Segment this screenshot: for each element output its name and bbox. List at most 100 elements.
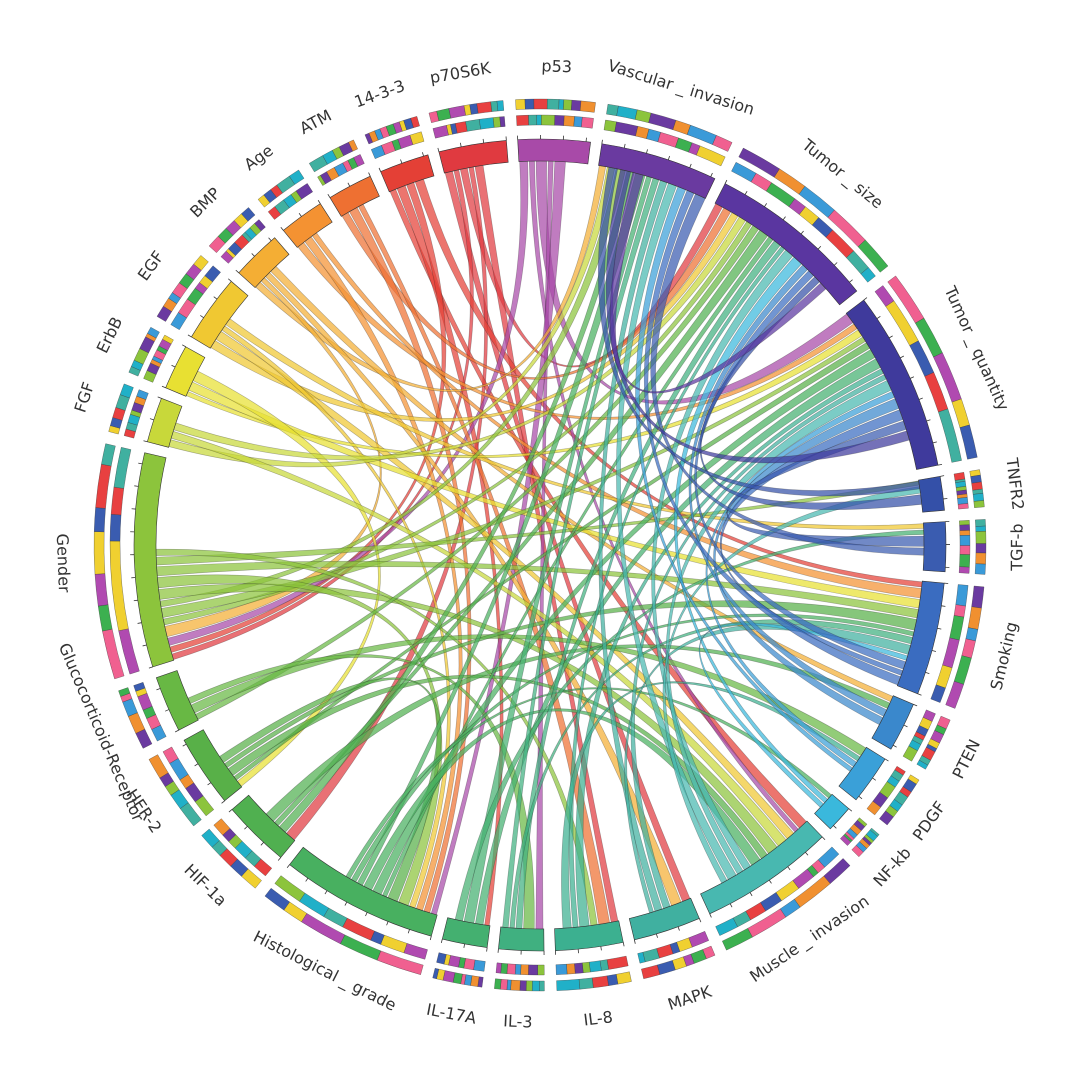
percent-bar-hif-1a-0-5	[213, 818, 231, 836]
tick-age-20	[317, 200, 321, 204]
segment-arc-tnfr2	[918, 475, 945, 513]
segment-label-age: Age	[240, 141, 276, 175]
percent-bar-pten-1-7	[916, 759, 929, 770]
percent-bar-fgf-0-6	[136, 389, 149, 400]
tick-histological-grade-20	[386, 921, 389, 926]
tick-gender-80	[134, 485, 139, 487]
percent-bar-il-17a-0-1	[463, 958, 476, 970]
percent-bar-p53-1-2	[533, 98, 548, 110]
segment-arc-pten	[871, 695, 914, 750]
percent-bar-14-3-3-0-4	[409, 131, 425, 145]
percent-bar-mapk-1-4	[657, 960, 676, 975]
percent-bar-tumor-quantity-0-4	[938, 408, 962, 463]
tick-histological-grade-50	[324, 890, 328, 895]
percent-bar-p53-1-3	[547, 98, 560, 110]
percent-bar-tumor-size-1-4	[857, 239, 889, 273]
tick-tumor-quantity-20	[889, 335, 893, 339]
tick-muscle-invasion-10	[805, 851, 809, 856]
segment-label-p53: p53	[541, 56, 572, 76]
percent-bar-histological-grade-0-6	[274, 875, 306, 902]
percent-bar-vascular-invasion-1-5	[686, 124, 717, 145]
ribbon-il-8-pdgf	[561, 681, 861, 929]
percent-bar-smoking-1-5	[945, 681, 964, 709]
percent-bar-mapk-1-5	[641, 964, 661, 979]
tick-hif-1a-10	[260, 842, 264, 846]
percent-bar-tumor-size-0-0	[731, 162, 757, 183]
percent-bar-p53-1-1	[524, 98, 535, 110]
tick-tumor-size-30	[782, 216, 786, 221]
tick-nf-kb-0	[848, 808, 853, 812]
tick-gender-90	[138, 462, 143, 465]
percent-bar-gender-0-4	[113, 447, 132, 489]
tick-vascular-invasion-20	[646, 149, 648, 154]
percent-bar-gender-0-2	[109, 514, 122, 542]
percent-bar-tgf-b-0-4	[959, 545, 971, 555]
percent-bar-tnfr2-0-7	[957, 503, 969, 510]
percent-bar-il-8-1-4	[556, 979, 581, 991]
percent-bar-p70s6k-0-7	[499, 116, 506, 128]
tick-muscle-invasion-50	[729, 903, 733, 908]
percent-bar-vascular-invasion-0-7	[696, 145, 726, 167]
percent-bar-il-3-1-6	[500, 979, 508, 990]
percent-bar-p70s6k-0-4	[465, 119, 481, 132]
percent-bar-egf-1-6	[193, 255, 209, 271]
segment-label-14-3-3: 14-3-3	[352, 76, 408, 111]
percent-bar-tumor-quantity-1-3	[951, 398, 970, 428]
segment-arc-age	[282, 203, 333, 248]
tick-bmp-10	[251, 253, 255, 257]
segment-label-gender: Gender	[53, 533, 74, 593]
tick-pten-20	[892, 744, 897, 748]
percent-bar-gender-1-1	[98, 604, 113, 632]
percent-bar-il-3-0-4	[506, 963, 516, 975]
tick-egf-10	[200, 315, 204, 318]
percent-bar-hif-1a-1-4	[201, 828, 220, 848]
segment-arc-mapk	[628, 897, 700, 941]
tick-vascular-invasion-50	[710, 172, 713, 177]
percent-bar-glucocorticoid-receptor-1-1	[128, 712, 145, 734]
percent-bar-gender-1-5	[95, 464, 112, 509]
segment-label-bmp: BMP	[186, 183, 224, 221]
percent-bar-vascular-invasion-0-1	[614, 121, 639, 137]
percent-bar-il-8-0-5	[566, 963, 576, 975]
tick-histological-grade-0	[429, 936, 432, 941]
tick-atm-20	[368, 172, 371, 177]
percent-bar-mapk-0-3	[656, 944, 674, 959]
tick-atm-10	[347, 182, 351, 187]
tick-muscle-invasion-40	[749, 892, 753, 897]
segment-label-il-8: IL-8	[582, 1007, 613, 1029]
percent-bar-tgf-b-0-5	[959, 554, 971, 568]
percent-bar-age-0-4	[295, 183, 313, 200]
percent-bar-il-3-0-2	[520, 964, 529, 975]
tick-mapk-10	[677, 926, 680, 931]
segment-label-il-17a: IL-17A	[425, 1000, 478, 1028]
percent-bar-il-3-1-1	[532, 980, 540, 992]
percent-bar-bmp-0-7	[254, 219, 266, 232]
percent-bar-gender-0-3	[110, 486, 124, 516]
percent-bar-histological-grade-1-4	[264, 887, 290, 911]
tick-14-3-3-10	[400, 159, 403, 164]
segment-label-tnfr2: TNFR2	[1002, 456, 1028, 511]
percent-bar-tnfr2-1-4	[972, 493, 984, 502]
percent-bar-pdgf-1-6	[879, 810, 894, 826]
tick-il-17a-10	[463, 943, 465, 948]
tick-gender-20	[137, 622, 142, 624]
percent-bar-age-1-4	[289, 169, 305, 185]
tick-il-8-10	[600, 946, 602, 951]
tick-pten-0	[913, 703, 918, 707]
percent-bar-p70s6k-1-6	[490, 100, 499, 112]
segment-label-erbb: ErbB	[93, 314, 127, 356]
segment-arc-egf	[190, 280, 249, 349]
tick-vascular-invasion-0	[601, 139, 603, 144]
ribbons-layer	[155, 160, 925, 930]
percent-bar-tgf-b-1-0	[975, 519, 986, 527]
percent-bar-nf-kb-0-6	[840, 835, 852, 846]
percent-bar-gender-0-0	[118, 628, 140, 675]
tick-her-2-0	[221, 800, 225, 804]
segment-arc-nf-kb	[814, 793, 850, 830]
tick-tumor-size-40	[800, 230, 804, 235]
tick-14-3-3-20	[422, 152, 424, 157]
segment-arc-pdgf	[838, 746, 886, 801]
segment-arc-erbb	[165, 346, 206, 397]
segment-arc-hif-1a	[231, 794, 296, 858]
percent-bar-il-3-1-7	[494, 978, 502, 990]
